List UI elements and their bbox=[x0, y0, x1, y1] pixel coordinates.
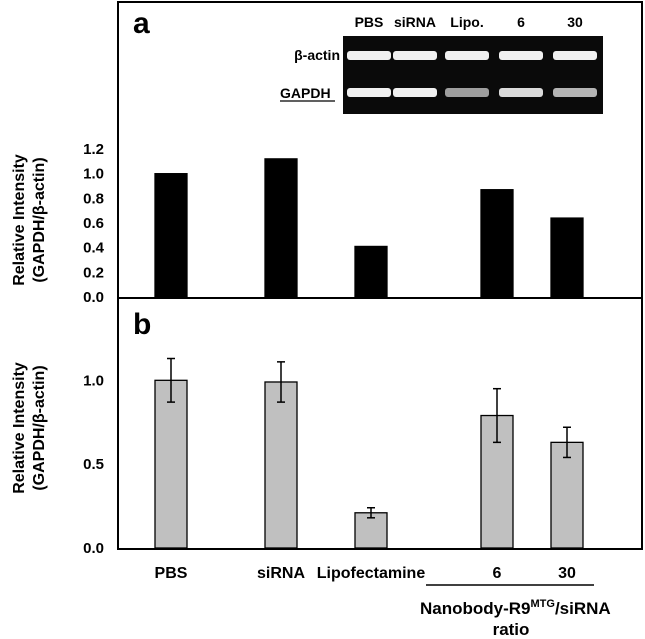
blot-lane-labels: PBS siRNA Lipo. 6 30 bbox=[355, 14, 583, 30]
blot-band-gapdh-0 bbox=[347, 88, 391, 97]
panel-b-ylabel-line1: Relative Intensity bbox=[11, 362, 28, 494]
y-tick-label-0: 0.0 bbox=[83, 540, 104, 557]
blot-row-label-gapdh: GAPDH bbox=[280, 85, 331, 101]
bar-4 bbox=[550, 441, 584, 549]
blot-lane-label-1: siRNA bbox=[394, 14, 436, 30]
blot-band-gapdh-2 bbox=[445, 88, 489, 97]
bar-4 bbox=[550, 217, 584, 298]
blot-lane-label-0: PBS bbox=[355, 14, 384, 30]
blot-row-label-actin: β-actin bbox=[294, 47, 340, 63]
blot-lane-label-4: 30 bbox=[567, 14, 583, 30]
blot-band-actin-0 bbox=[347, 51, 391, 60]
y-tick-label-0: 0.0 bbox=[83, 289, 104, 306]
x-category-label-0: PBS bbox=[155, 565, 188, 582]
y-tick-label-1: 0.2 bbox=[83, 264, 104, 281]
x-category-label-1: siRNA bbox=[257, 565, 305, 582]
panel-b-letter: b bbox=[133, 308, 151, 341]
x-category-labels: PBS siRNA Lipofectamine 6 30 bbox=[155, 565, 576, 582]
blot-background bbox=[343, 36, 603, 114]
bar-1 bbox=[264, 381, 298, 549]
group-label-main: Nanobody-R9 bbox=[420, 599, 531, 618]
blot-band-gapdh-1 bbox=[393, 88, 437, 97]
panel-b-frame bbox=[117, 297, 643, 550]
panel-a-ylabel-line1: Relative Intensity bbox=[11, 154, 28, 286]
blot-band-actin-2 bbox=[445, 51, 489, 60]
blot-band-actin-1 bbox=[393, 51, 437, 60]
y-tick-label-2: 0.4 bbox=[83, 240, 105, 257]
blot-band-actin-3 bbox=[499, 51, 543, 60]
bar-1 bbox=[264, 158, 298, 298]
group-label-suffix: /siRNA bbox=[555, 599, 611, 618]
bar-0 bbox=[154, 379, 188, 549]
x-category-label-3: 6 bbox=[493, 565, 502, 582]
blot-band-gapdh-3 bbox=[499, 88, 543, 97]
x-category-label-2: Lipofectamine bbox=[317, 565, 426, 582]
y-tick-label-5: 1.0 bbox=[83, 166, 104, 183]
bar-0 bbox=[154, 173, 188, 298]
chart-a: 0.0 0.2 0.4 0.6 0.8 1.0 1.2 bbox=[83, 141, 584, 306]
y-tick-label-1: 0.5 bbox=[83, 456, 104, 473]
y-tick-label-3: 0.6 bbox=[83, 215, 104, 232]
group-label-line1: Nanobody-R9MTG/siRNA bbox=[420, 598, 611, 618]
chart-b: 0.0 0.5 1.0 bbox=[83, 357, 584, 557]
panel-a-ylabel: Relative Intensity (GAPDH/β-actin) bbox=[11, 154, 48, 286]
panel-b-ylabel-line2: (GAPDH/β-actin) bbox=[31, 365, 48, 490]
y-tick-label-4: 0.8 bbox=[83, 190, 104, 207]
panel-b-ylabel: Relative Intensity (GAPDH/β-actin) bbox=[11, 362, 48, 494]
group-label-line2: ratio bbox=[493, 620, 530, 639]
group-label-superscript: MTG bbox=[531, 598, 555, 610]
panel-a-letter: a bbox=[133, 7, 150, 40]
blot-lane-label-2: Lipo. bbox=[450, 14, 483, 30]
y-tick-label-2: 1.0 bbox=[83, 372, 104, 389]
y-tick-label-6: 1.2 bbox=[83, 141, 104, 158]
panel-a-ylabel-line2: (GAPDH/β-actin) bbox=[31, 157, 48, 282]
blot-bands bbox=[347, 51, 597, 97]
blot-lane-label-3: 6 bbox=[517, 14, 525, 30]
blot-band-actin-4 bbox=[553, 51, 597, 60]
x-category-label-4: 30 bbox=[558, 565, 576, 582]
bar-3 bbox=[480, 189, 514, 298]
blot-band-gapdh-4 bbox=[553, 88, 597, 97]
western-blot: PBS siRNA Lipo. 6 30 β-actin GAPDH bbox=[280, 14, 603, 114]
bar-2 bbox=[354, 245, 388, 298]
